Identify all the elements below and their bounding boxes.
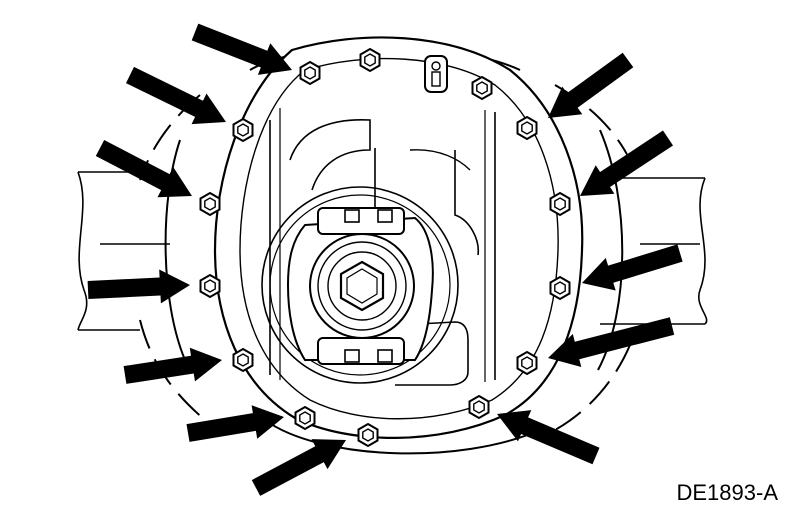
callout-arrow	[582, 244, 683, 291]
callout-arrow	[126, 66, 226, 125]
callout-arrow	[191, 23, 292, 75]
bolt	[549, 276, 571, 300]
bolt	[357, 423, 379, 447]
bolt	[359, 48, 381, 72]
figure-caption: DE1893-A	[676, 480, 778, 505]
callout-arrow	[95, 140, 192, 198]
callout-arrow	[123, 347, 222, 384]
bolt	[294, 406, 316, 430]
callout-arrow	[548, 52, 634, 119]
bolt	[199, 274, 221, 298]
callout-arrows	[87, 23, 683, 496]
callout-arrow	[548, 317, 675, 367]
callout-arrow	[251, 439, 346, 496]
bolt	[471, 76, 493, 100]
callout-arrow	[186, 405, 284, 442]
callout-arrow	[87, 269, 190, 304]
callout-arrow	[580, 130, 673, 196]
pinion-yoke	[261, 186, 459, 384]
callout-arrow	[497, 410, 600, 465]
bolt	[549, 192, 571, 216]
bolt	[516, 116, 538, 140]
bolt	[232, 348, 254, 372]
bolt	[299, 61, 321, 85]
bolt	[468, 395, 490, 419]
bolt	[516, 351, 538, 375]
bolt	[232, 118, 254, 142]
fill-plug	[424, 55, 448, 93]
bolt	[199, 192, 221, 216]
